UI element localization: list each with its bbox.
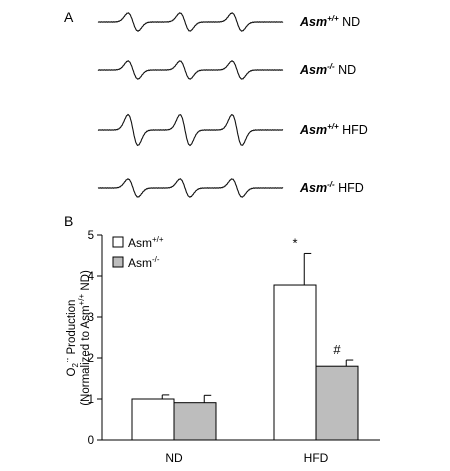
epr-trace-1 [97,12,284,32]
y-tick-label: 5 [88,230,94,242]
y-tick-label: 4 [88,271,95,283]
legend-swatch-1 [112,236,124,248]
significance-marker: # [333,342,341,357]
epr-trace-4 [97,178,284,198]
y-tick-label: 3 [88,312,94,324]
bar-hfd-series-2 [315,365,359,441]
y-tick-label: 1 [88,394,94,406]
trace-label-4: Asm-/- HFD [299,180,364,195]
y-tick-label: 2 [88,353,94,365]
epr-spectra [97,12,284,198]
panel-b-label: B [64,213,73,229]
epr-trace-3 [97,113,284,147]
bar-chart: 0 1 2 3 4 5 ND HFD * # [88,230,380,465]
y-axis-title-line1: O2·- Production [63,300,80,377]
legend-label-2: Asm-/- [128,255,160,270]
significance-marker: * [292,235,297,250]
bar-hfd-series-1 [273,284,317,441]
legend-swatch-2 [112,256,124,268]
trace-label-3: Asm+/+ HFD [299,122,368,137]
x-tick-label: HFD [304,451,329,465]
epr-spectra-labels: Asm+/+ ND Asm-/- ND Asm+/+ HFD Asm-/- HFD [299,14,368,195]
panel-a-label: A [64,9,74,25]
trace-label-1: Asm+/+ ND [299,14,360,29]
y-tick-label: 0 [88,435,94,447]
legend-label-1: Asm+/+ [128,235,164,250]
y-axis-title-line2: (Normalized to Asm+/+ ND) [77,270,92,406]
trace-label-2: Asm-/- ND [299,62,356,77]
legend: Asm+/+ Asm-/- [112,235,164,270]
bar-nd-series-1 [131,398,175,441]
epr-trace-2 [97,60,284,80]
bar-nd-series-2 [173,402,217,441]
y-axis-title: O2·- Production (Normalized to Asm+/+ ND… [63,270,92,406]
x-tick-label: ND [165,451,183,465]
